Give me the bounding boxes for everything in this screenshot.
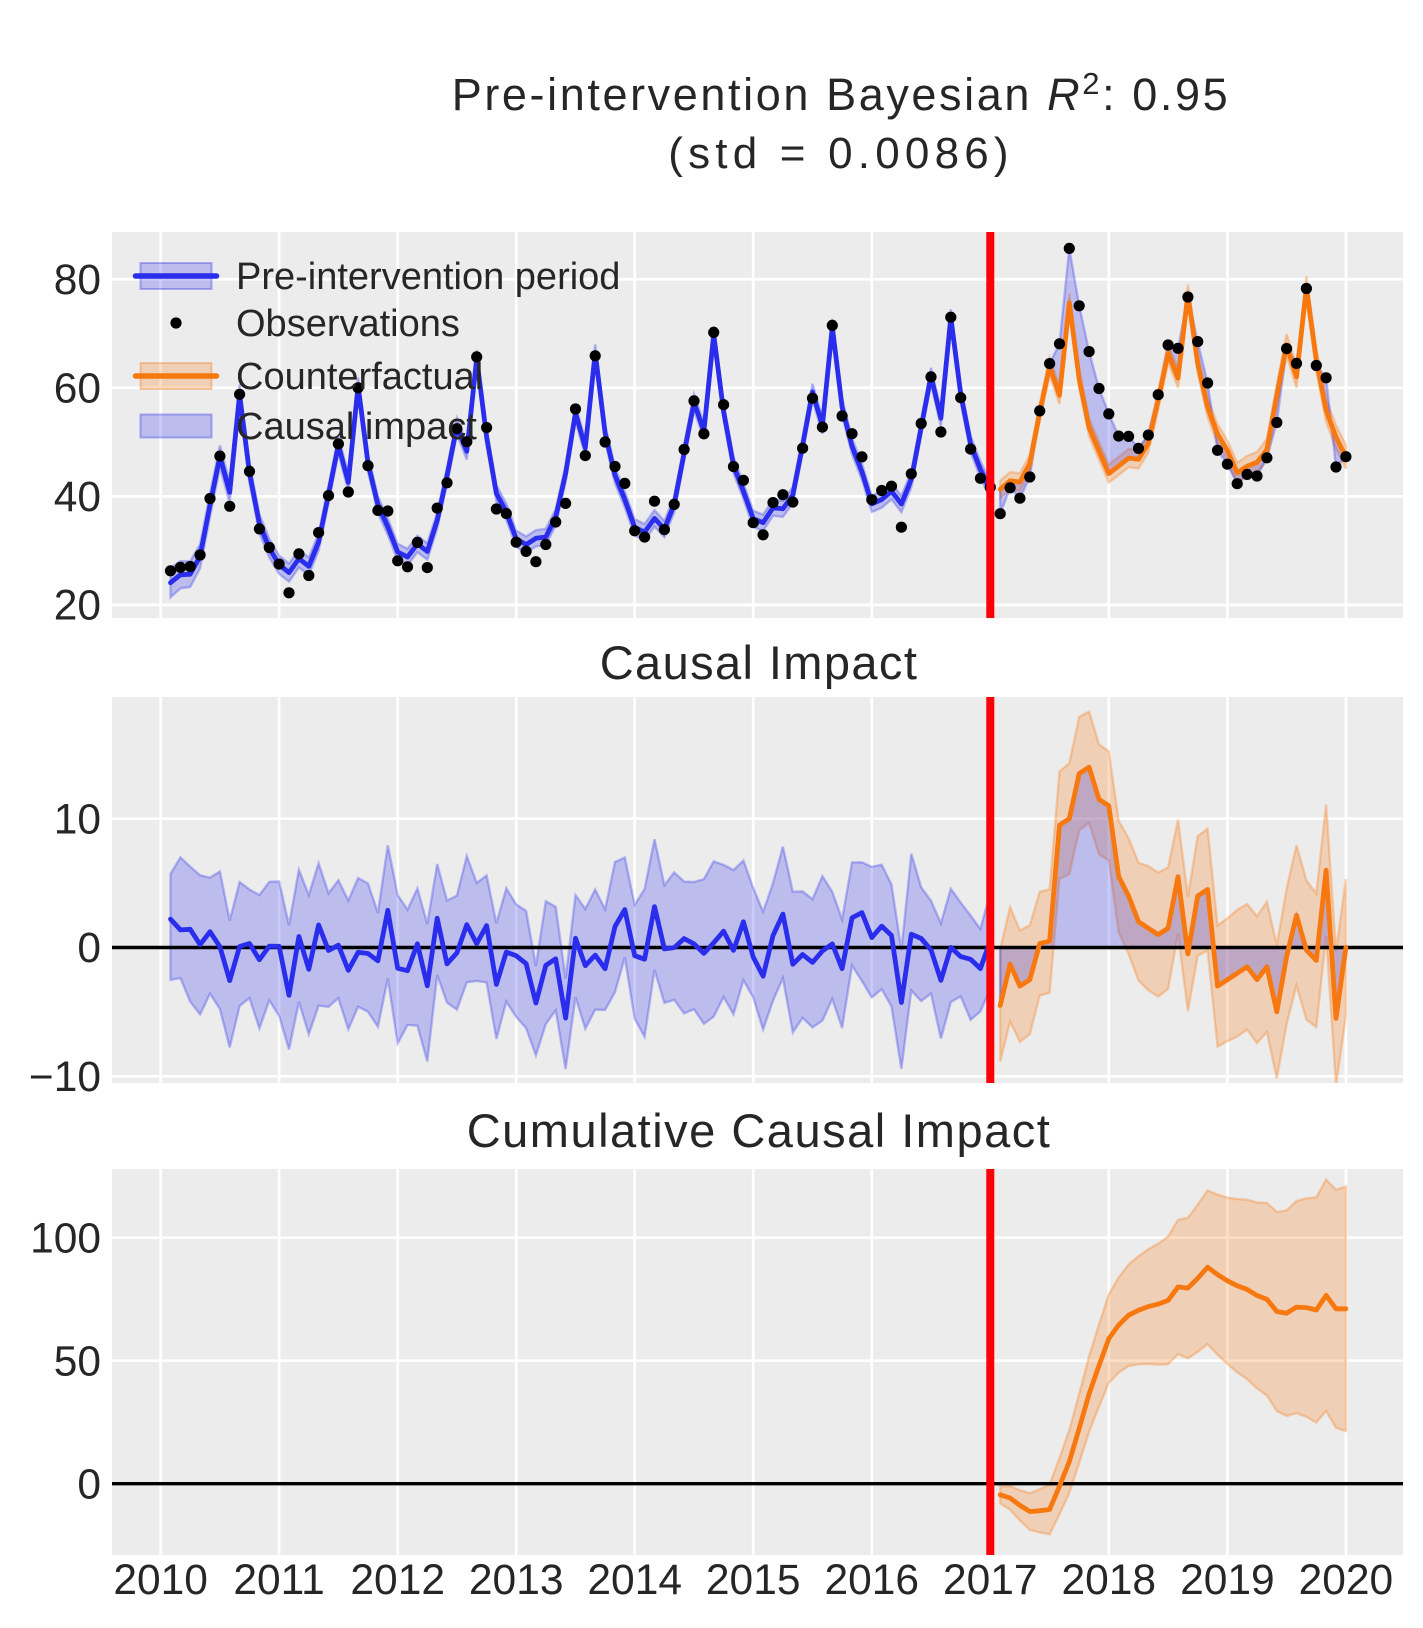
svg-text:2018: 2018 (1062, 1557, 1157, 1604)
svg-text:40: 40 (54, 474, 101, 521)
svg-text:2017: 2017 (943, 1557, 1038, 1604)
svg-text:2012: 2012 (350, 1557, 445, 1604)
svg-text:2015: 2015 (706, 1557, 801, 1604)
svg-text:0: 0 (77, 925, 101, 972)
svg-text:20: 20 (54, 583, 101, 630)
svg-text:2010: 2010 (113, 1557, 208, 1604)
svg-text:Observations: Observations (236, 303, 460, 345)
svg-text:2020: 2020 (1299, 1557, 1394, 1604)
svg-text:50: 50 (54, 1338, 101, 1385)
svg-text:2011: 2011 (233, 1557, 324, 1604)
svg-text:2019: 2019 (1180, 1557, 1275, 1604)
svg-text:Causal Impact: Causal Impact (600, 636, 919, 689)
svg-text:2016: 2016 (825, 1557, 920, 1604)
svg-text:Cumulative Causal Impact: Cumulative Causal Impact (467, 1104, 1052, 1157)
svg-text:Counterfactual: Counterfactual (236, 356, 483, 398)
svg-text:Pre-intervention Bayesian R2:: Pre-intervention Bayesian R2: 0.95 (452, 66, 1231, 120)
svg-text:Pre-intervention period: Pre-intervention period (236, 256, 620, 298)
svg-text:2014: 2014 (587, 1557, 682, 1604)
svg-text:60: 60 (54, 365, 101, 412)
svg-text:100: 100 (30, 1215, 101, 1262)
svg-text:−10: −10 (29, 1054, 101, 1101)
svg-text:80: 80 (54, 257, 101, 304)
svg-text:0: 0 (77, 1461, 101, 1508)
svg-text:(std = 0.0086): (std = 0.0086) (668, 129, 1014, 178)
svg-text:2013: 2013 (469, 1557, 564, 1604)
svg-text:10: 10 (54, 796, 101, 843)
svg-text:Causal impact: Causal impact (236, 406, 477, 448)
